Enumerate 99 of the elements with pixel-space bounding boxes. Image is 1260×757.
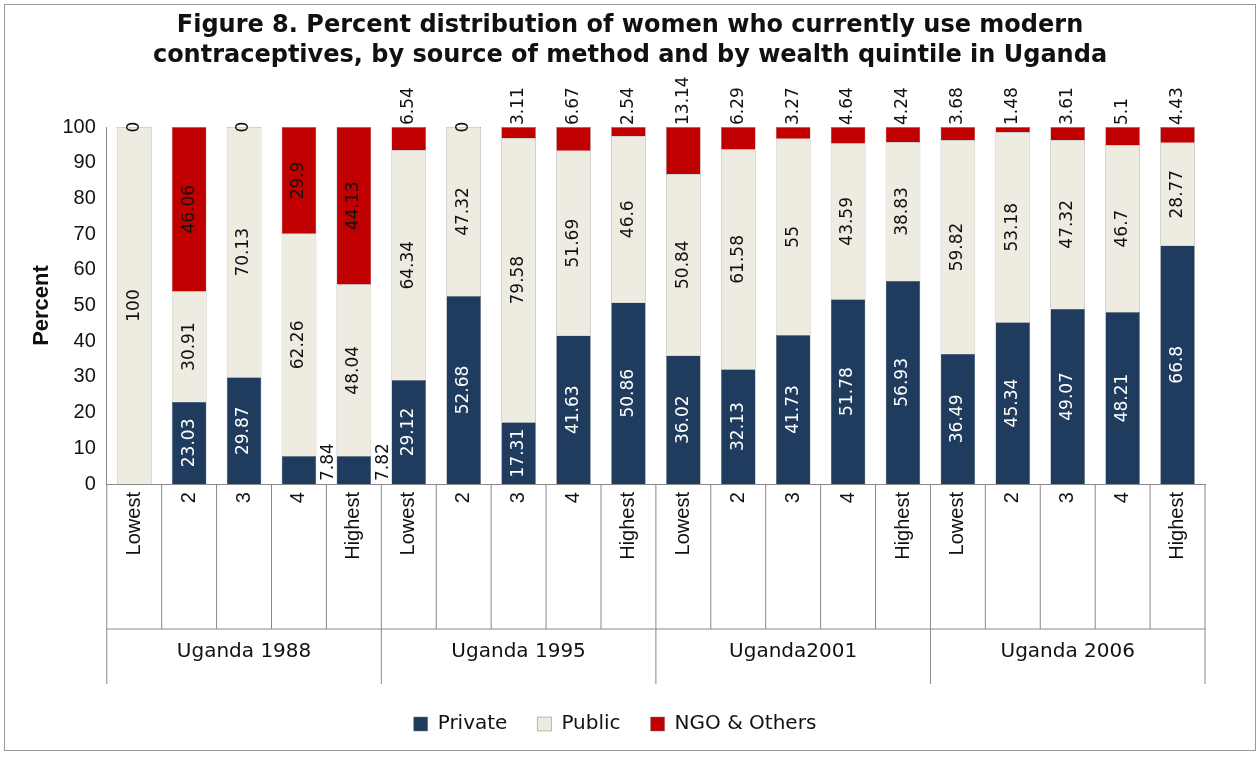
- text: Uganda 1995: [451, 638, 586, 663]
- x-tick-label: 4: [561, 492, 584, 504]
- x-tick-label: 3: [231, 492, 254, 504]
- data-label: 44.13: [342, 181, 363, 231]
- x-tick-label: 2: [176, 492, 199, 504]
- data-label: 6.67: [561, 87, 582, 126]
- data-label: 28.77: [1165, 169, 1186, 219]
- data-label: 52.68: [452, 365, 473, 415]
- data-label: 5.1: [1111, 97, 1132, 125]
- data-label: 50.84: [671, 240, 692, 289]
- y-tick-label: 0: [84, 471, 96, 494]
- data-label: 51.69: [561, 218, 582, 268]
- data-label: 48.04: [342, 346, 363, 395]
- x-tick-label: 2: [451, 492, 474, 504]
- data-label: 29.87: [232, 406, 253, 456]
- data-label: 46.06: [177, 184, 198, 234]
- x-tick-label: 3: [780, 492, 803, 504]
- data-label: 4.64: [836, 87, 857, 125]
- legend-label: Public: [561, 710, 621, 735]
- data-label: 79.58: [507, 255, 528, 305]
- data-label: 47.32: [1056, 200, 1077, 249]
- text: Uganda 2006: [1000, 638, 1135, 663]
- data-label: 66.8: [1165, 345, 1186, 384]
- data-label: 50.86: [616, 368, 637, 418]
- data-label: 70.13: [232, 227, 253, 277]
- y-tick-label: 10: [73, 435, 96, 458]
- data-label: 0: [452, 121, 473, 133]
- data-label: 17.31: [507, 428, 528, 478]
- y-tick-label: 90: [73, 150, 96, 173]
- data-label: 62.26: [287, 320, 308, 370]
- data-label: 29.9: [287, 161, 308, 200]
- data-label: 47.32: [452, 187, 473, 236]
- data-label: 0: [122, 121, 143, 133]
- data-label: 51.78: [836, 367, 857, 416]
- y-tick-label: 80: [73, 185, 96, 208]
- data-label: 43.59: [836, 197, 857, 246]
- y-axis-title: Percent: [28, 264, 54, 346]
- data-label: 3.27: [781, 87, 802, 125]
- data-label: 2.54: [616, 87, 637, 125]
- data-label: 61.58: [726, 235, 747, 284]
- data-label: 41.73: [781, 385, 802, 434]
- data-label: 48.21: [1111, 373, 1132, 423]
- data-label: 49.07: [1056, 372, 1077, 421]
- data-label: 3.61: [1056, 87, 1077, 125]
- x-tick-label: 4: [286, 492, 309, 504]
- data-label: 7.82: [371, 443, 392, 481]
- data-label: 64.34: [397, 240, 418, 290]
- x-tick-label: Highest: [1165, 491, 1188, 560]
- data-label: 36.02: [671, 395, 692, 445]
- data-label: 13.14: [671, 76, 692, 125]
- data-label: 32.13: [726, 402, 747, 451]
- data-label: 4.24: [891, 87, 912, 125]
- x-tick-label: Lowest: [121, 491, 144, 556]
- x-tick-label: 2: [725, 492, 748, 504]
- x-tick-label: Highest: [341, 491, 364, 560]
- data-label: 46.7: [1111, 209, 1132, 248]
- data-label: 0: [232, 121, 253, 133]
- data-label: 7.84: [316, 443, 337, 481]
- x-tick-label: Highest: [615, 491, 638, 560]
- data-label: 6.29: [726, 87, 747, 125]
- data-label: 41.63: [561, 385, 582, 435]
- data-label: 53.18: [1001, 202, 1022, 252]
- y-tick-label: 40: [73, 328, 96, 351]
- y-tick-label: 100: [62, 114, 96, 137]
- y-tick-label: 30: [73, 364, 96, 387]
- x-tick-label: 4: [835, 492, 858, 504]
- data-label: 3.11: [507, 87, 528, 125]
- data-label: 59.82: [946, 222, 967, 272]
- data-label: 30.91: [177, 322, 198, 371]
- x-tick-label: 4: [1110, 492, 1133, 504]
- x-tick-label: Lowest: [396, 491, 419, 556]
- x-tick-label: 3: [506, 492, 529, 504]
- text: Uganda 1988: [176, 638, 312, 663]
- x-tick-label: 2: [1000, 492, 1023, 504]
- x-tick-label: Highest: [890, 491, 913, 560]
- y-tick-label: 70: [73, 221, 96, 244]
- data-label: 29.12: [397, 407, 418, 457]
- y-tick-label: 50: [73, 293, 96, 316]
- data-label: 4.43: [1165, 87, 1186, 125]
- data-label: 45.34: [1001, 378, 1022, 428]
- data-label: 3.68: [946, 87, 967, 126]
- x-tick-label: Lowest: [945, 491, 968, 556]
- data-label: 46.6: [616, 200, 637, 239]
- data-label: 38.83: [891, 187, 912, 236]
- x-tick-label: 3: [1055, 492, 1078, 504]
- data-label: 56.93: [891, 358, 912, 407]
- y-tick-label: 20: [73, 400, 96, 423]
- y-tick-label: 60: [73, 257, 96, 280]
- data-label: 6.54: [397, 87, 418, 125]
- text: Uganda2001: [729, 638, 858, 663]
- data-label: 36.49: [946, 394, 967, 444]
- data-label: 100: [122, 289, 143, 322]
- data-label: 55: [781, 226, 802, 248]
- legend-label: Private: [437, 710, 508, 735]
- chart-title: Figure 8. Percent distribution of women who currently use modern contraceptives, by source of method and by wealth quintile in Uganda: [151, 9, 1109, 69]
- data-label: 1.48: [1001, 87, 1022, 125]
- x-tick-label: Lowest: [670, 491, 693, 556]
- legend-label: NGO & Others: [674, 710, 817, 735]
- data-label: 23.03: [177, 418, 198, 468]
